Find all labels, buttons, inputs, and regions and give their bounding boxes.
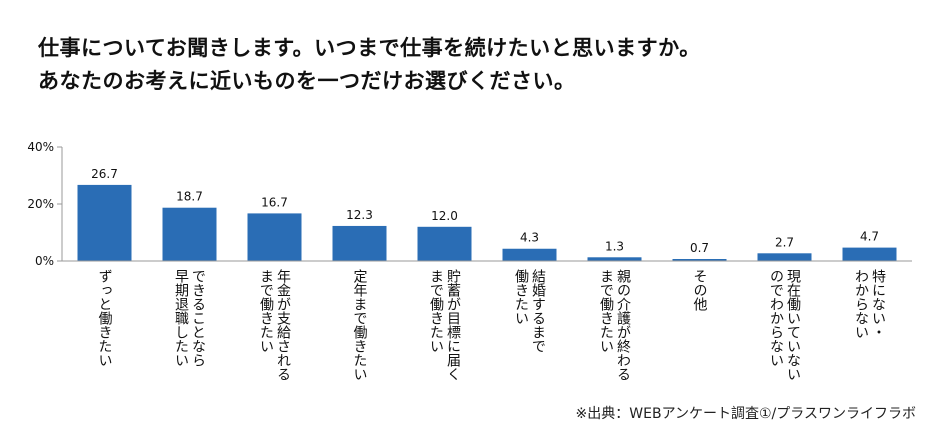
category-label: 働きたい	[513, 269, 529, 325]
category-label: まで働きたい	[258, 269, 274, 353]
category-label: 親の介護が終わる	[615, 269, 631, 381]
chart-title-line-2: あなたのお考えに近いものを一つだけお選びください。	[38, 69, 576, 93]
category-label: 特にない・	[870, 269, 886, 339]
bar-data-label: 18.7	[176, 190, 203, 204]
bar-data-label: 4.3	[520, 231, 539, 245]
bar	[587, 257, 642, 261]
bar	[162, 207, 217, 261]
category-label: ずっと働きたい	[97, 269, 113, 367]
source-note: ※出典：WEBアンケート調査①/プラスワンライフラボ	[575, 406, 916, 422]
category-label: のでわからない	[768, 269, 784, 367]
bar-data-label: 4.7	[860, 230, 879, 244]
bar-data-label: 2.7	[775, 235, 794, 249]
category-label: その他	[692, 269, 708, 312]
bar-data-label: 0.7	[690, 241, 709, 255]
bar	[672, 259, 727, 261]
bar	[757, 253, 812, 261]
bar-data-label: 12.3	[346, 208, 373, 222]
category-label: まで働きたい	[428, 269, 444, 353]
bar-data-label: 16.7	[261, 195, 288, 209]
bar	[332, 225, 387, 261]
bar	[417, 226, 472, 261]
bar-data-label: 12.0	[431, 209, 458, 223]
category-label: 結婚するまで	[530, 269, 546, 353]
y-tick-label: 0%	[35, 254, 54, 268]
category-label: まで働きたい	[598, 269, 614, 353]
bar	[77, 184, 132, 261]
category-label: 貯蓄が目標に届く	[445, 269, 461, 381]
category-label: 年金が支給される	[275, 269, 291, 381]
y-tick-label: 20%	[27, 197, 54, 211]
category-label: 現在働いていない	[785, 269, 801, 381]
category-label: 定年まで働きたい	[352, 269, 368, 381]
category-label: できることなら	[190, 269, 206, 367]
bar	[842, 247, 897, 261]
chart-title: 仕事についてお聞きします。いつまで仕事を続けたいと思いますか。 あなたのお考えに…	[38, 32, 701, 98]
category-label: わからない	[853, 269, 869, 339]
bar-data-label: 26.7	[91, 167, 118, 181]
chart-title-line-1: 仕事についてお聞きします。いつまで仕事を続けたいと思いますか。	[38, 36, 701, 60]
y-tick-label: 40%	[27, 140, 54, 154]
bar-data-label: 1.3	[605, 239, 624, 253]
bar	[247, 213, 302, 261]
bar	[502, 248, 557, 261]
category-label: 早期退職したい	[173, 269, 189, 367]
